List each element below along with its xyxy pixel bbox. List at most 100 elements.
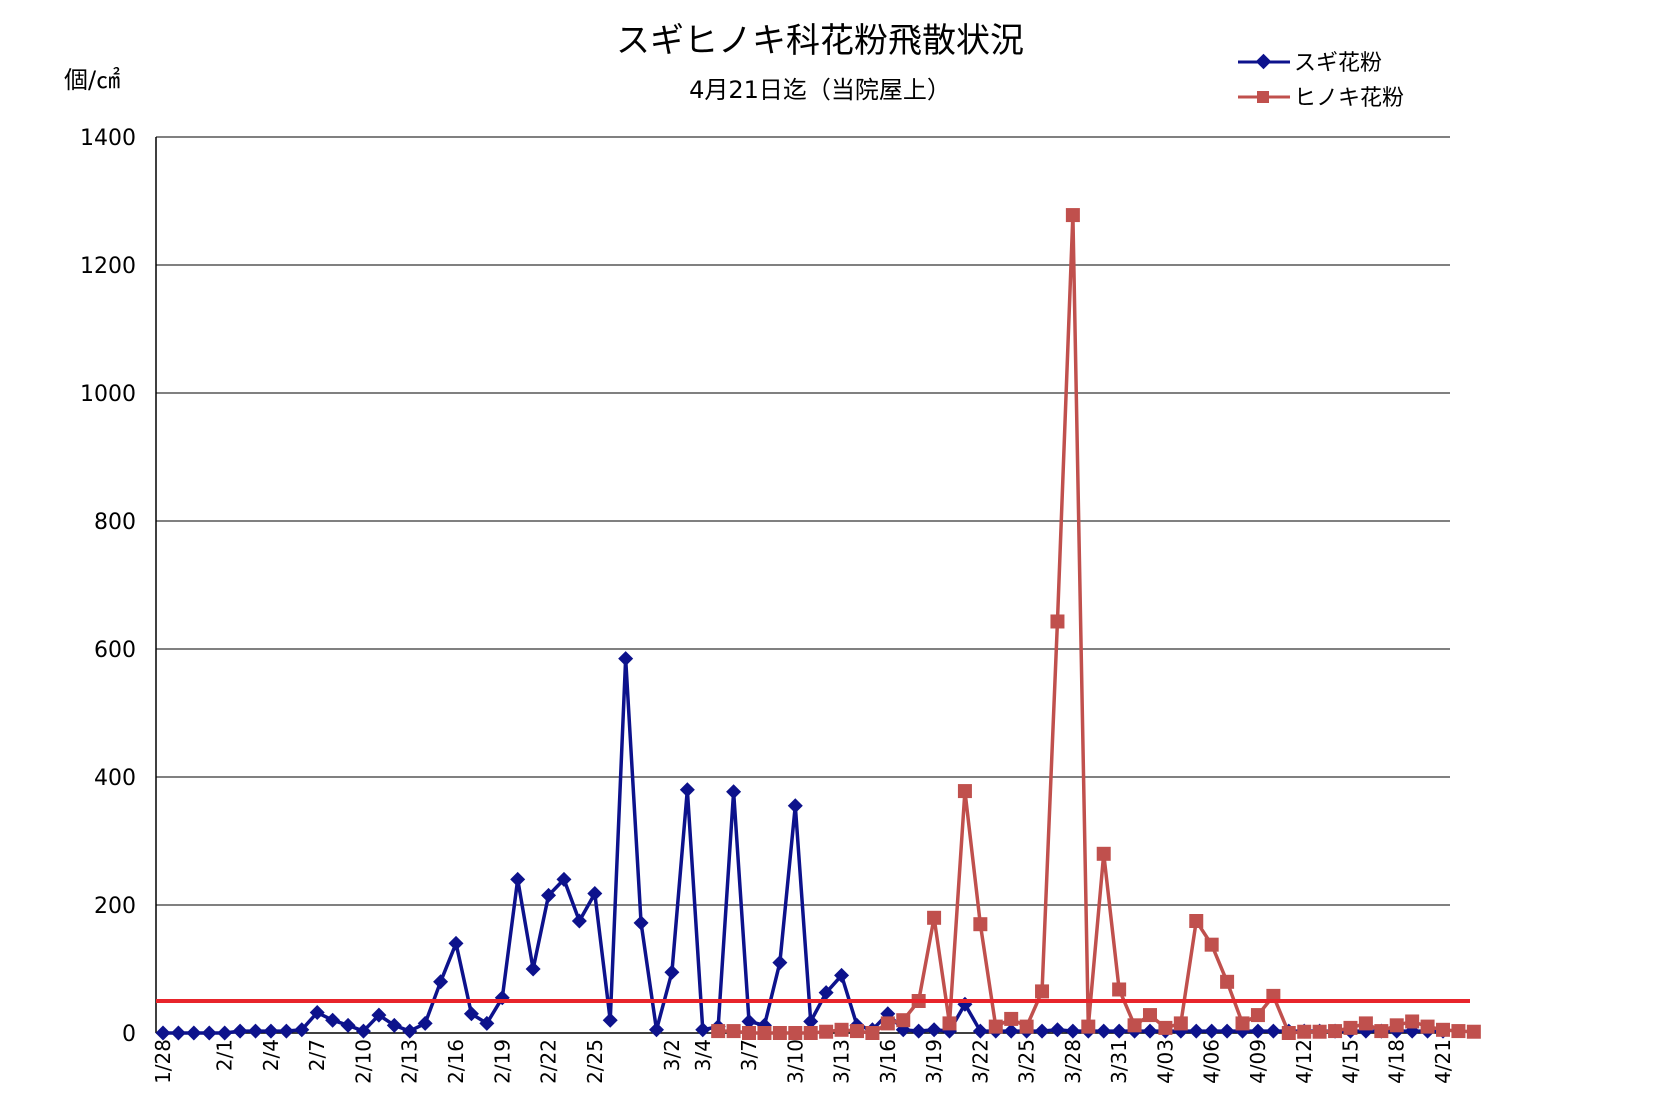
x-tick-label: 4/09 xyxy=(1246,1039,1270,1084)
data-point xyxy=(1158,1020,1173,1035)
data-point xyxy=(201,1025,217,1041)
data-point xyxy=(942,1023,958,1039)
x-tick-label: 3/4 xyxy=(691,1039,715,1071)
data-point xyxy=(1374,1024,1389,1039)
data-point xyxy=(1436,1022,1450,1037)
data-point xyxy=(1096,846,1111,861)
x-tick-label: 2/7 xyxy=(305,1039,329,1071)
x-tick-label: 3/13 xyxy=(830,1039,854,1084)
data-point xyxy=(896,1013,911,1028)
data-point xyxy=(1235,1016,1250,1031)
data-point xyxy=(309,1005,325,1021)
data-point xyxy=(1343,1020,1358,1035)
data-point xyxy=(1034,1023,1050,1039)
legend: スギ花粉 ヒノキ花粉 xyxy=(1238,51,1404,111)
data-point xyxy=(927,910,942,925)
data-point xyxy=(1173,1016,1188,1031)
data-point xyxy=(541,887,557,903)
data-point xyxy=(325,1012,341,1028)
data-point xyxy=(1204,1023,1220,1039)
series-line xyxy=(718,213,1474,1035)
data-point xyxy=(865,1026,880,1040)
data-point xyxy=(757,1026,772,1040)
gridlines xyxy=(156,136,1450,906)
data-point xyxy=(1049,1022,1065,1038)
series-sugi xyxy=(155,651,1451,1041)
data-point xyxy=(1281,1026,1296,1040)
y-tick-label: 1400 xyxy=(80,126,136,151)
data-point xyxy=(1312,1024,1327,1039)
data-point xyxy=(155,1025,171,1041)
data-point xyxy=(263,1023,279,1039)
data-point xyxy=(1358,1016,1373,1031)
data-point xyxy=(1189,914,1204,928)
x-tick-label: 2/13 xyxy=(398,1039,422,1084)
data-point xyxy=(587,885,603,901)
x-tick-label: 4/18 xyxy=(1385,1039,1409,1084)
y-tick-label: 400 xyxy=(94,766,136,791)
x-tick-label: 3/16 xyxy=(876,1039,900,1084)
data-point xyxy=(232,1023,248,1039)
data-point xyxy=(1297,1024,1312,1039)
legend-label-sugi: スギ花粉 xyxy=(1294,51,1382,76)
y-tick-label: 200 xyxy=(94,894,136,919)
series-hinoki xyxy=(711,208,1481,1040)
data-point xyxy=(695,1022,711,1038)
data-point xyxy=(742,1026,757,1040)
data-point xyxy=(571,913,587,929)
data-point xyxy=(741,1013,757,1029)
x-tick-label: 2/22 xyxy=(537,1039,561,1084)
x-tick-label: 4/15 xyxy=(1338,1039,1362,1084)
data-point xyxy=(1065,208,1080,223)
data-point xyxy=(1019,1019,1034,1034)
data-point xyxy=(1188,1023,1204,1039)
data-point xyxy=(834,1022,849,1037)
data-point xyxy=(278,1023,294,1039)
x-tick-label: 1/28 xyxy=(151,1039,175,1084)
data-point xyxy=(386,1017,402,1033)
data-point xyxy=(1173,1023,1189,1039)
data-point xyxy=(248,1023,264,1039)
data-point xyxy=(618,651,634,667)
x-tick-labels: 1/28 2/1 2/4 2/7 2/10 2/13 2/16 2/19 2/22 2/25 3/2… xyxy=(151,1039,1455,1084)
legend-item-sugi: スギ花粉 xyxy=(1238,51,1382,76)
y-tick-label: 0 xyxy=(122,1022,136,1047)
y-tick-labels: 0 200 400 600 800 1000 1200 1400 xyxy=(80,126,136,1047)
data-point xyxy=(1204,937,1219,952)
data-point xyxy=(1358,1023,1374,1039)
y-tick-label: 1200 xyxy=(80,254,136,279)
data-point xyxy=(803,1013,819,1029)
data-point xyxy=(1265,1023,1281,1039)
data-point xyxy=(926,1022,942,1038)
data-point xyxy=(510,871,526,887)
x-tick-label: 3/19 xyxy=(922,1039,946,1084)
data-point xyxy=(1127,1018,1142,1033)
data-point xyxy=(1389,1018,1404,1033)
data-point xyxy=(803,1026,818,1040)
data-point xyxy=(479,1015,495,1031)
data-point xyxy=(633,915,649,931)
data-point xyxy=(525,961,541,977)
data-point xyxy=(849,1024,864,1039)
data-point xyxy=(1420,1019,1435,1034)
data-point xyxy=(1081,1019,1096,1034)
data-point xyxy=(772,955,788,971)
x-tick-label: 2/10 xyxy=(351,1039,375,1084)
data-point xyxy=(1219,1023,1235,1039)
data-point xyxy=(957,996,973,1012)
data-point xyxy=(1451,1024,1466,1039)
data-point xyxy=(556,871,572,887)
data-point xyxy=(1142,1008,1157,1023)
data-point xyxy=(433,974,449,990)
data-point xyxy=(788,1026,803,1040)
data-point xyxy=(664,964,680,980)
data-point xyxy=(1328,1024,1343,1039)
chart-subtitle: 4月21日迄（当院屋上） xyxy=(689,76,951,104)
data-point xyxy=(371,1007,387,1023)
data-point xyxy=(463,1006,479,1022)
x-tick-label: 2/25 xyxy=(583,1039,607,1084)
x-tick-label: 2/1 xyxy=(213,1039,237,1071)
data-point xyxy=(448,935,464,951)
data-point xyxy=(972,1023,988,1039)
series-line xyxy=(163,656,1443,1035)
